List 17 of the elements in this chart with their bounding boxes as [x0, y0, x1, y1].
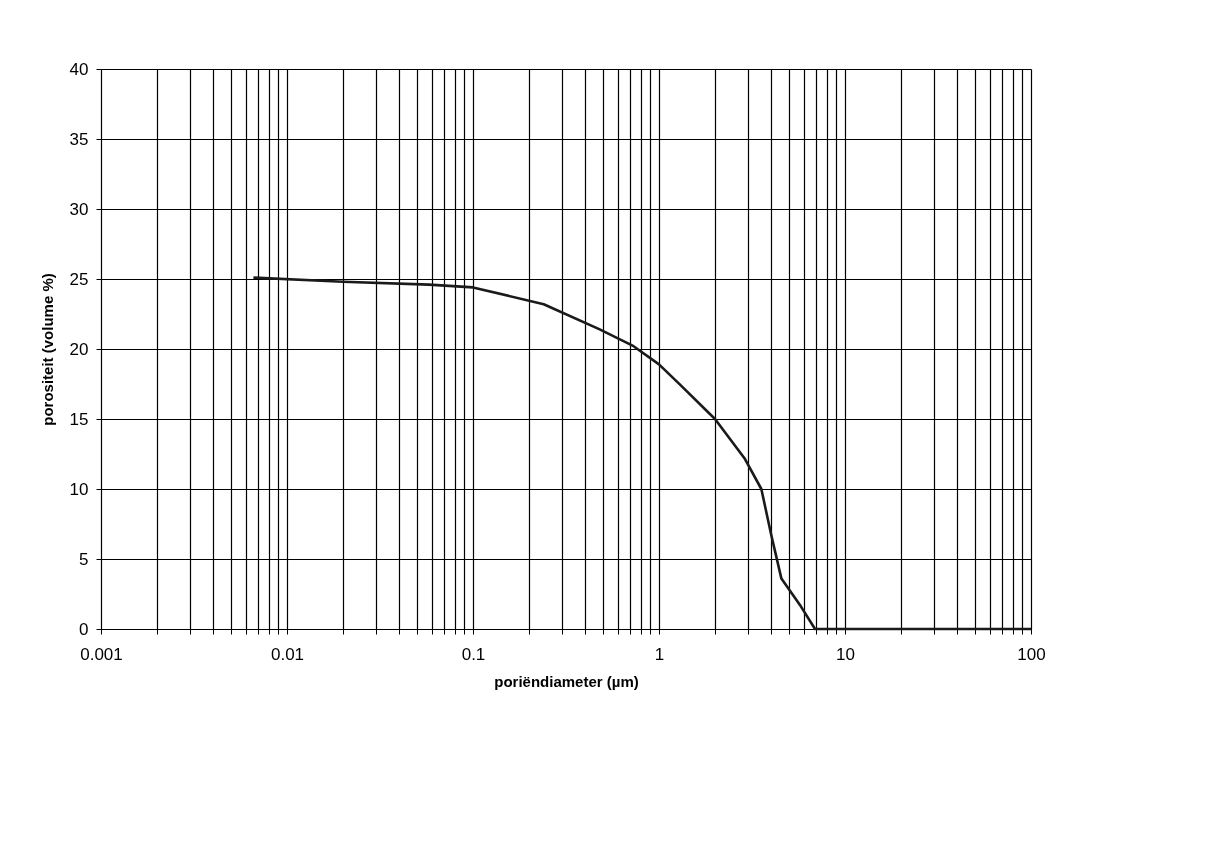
- y-tick-label: 40: [69, 59, 89, 79]
- y-tick-label: 35: [69, 129, 89, 149]
- x-tick-label: 1: [654, 644, 665, 664]
- y-tick-label: 5: [79, 549, 89, 569]
- y-tick-label: 0: [79, 619, 89, 639]
- y-tick-label: 30: [69, 199, 89, 219]
- x-tick-label: 0.01: [270, 644, 305, 664]
- y-tick-label: 25: [69, 269, 89, 289]
- y-tick-label: 10: [69, 479, 89, 499]
- x-tick-label: 0.001: [80, 644, 123, 664]
- x-tick-label: 0.1: [461, 644, 486, 664]
- y-tick-label: 20: [69, 339, 89, 359]
- y-axis-title: porositeit (volume %): [38, 273, 56, 426]
- y-tick-label: 15: [69, 409, 89, 429]
- x-tick-label: 100: [1017, 644, 1046, 664]
- x-tick-label: 10: [836, 644, 855, 664]
- x-axis-title: poriëndiameter (µm): [494, 672, 639, 690]
